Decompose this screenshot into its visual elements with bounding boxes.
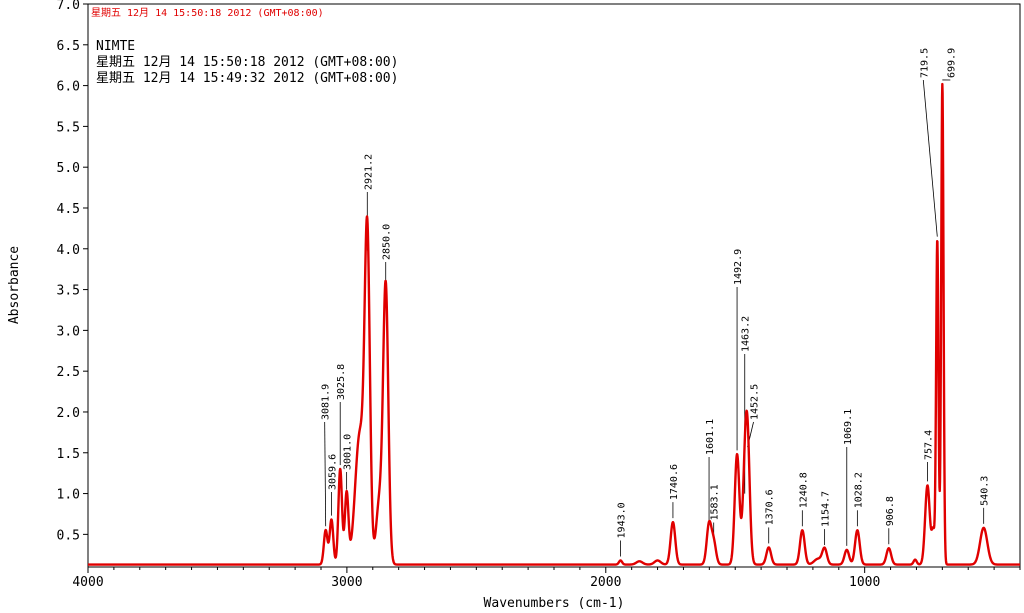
peak-label: 1028.2 (853, 472, 864, 508)
peak-label: 1583.1 (710, 484, 721, 520)
info-line-1: 星期五 12月 14 15:50:18 2012 (GMT+08:00) (96, 55, 398, 70)
peak-label: 3059.6 (327, 454, 338, 490)
y-tick-label: 4.5 (57, 202, 80, 217)
peak-label: 699.9 (946, 48, 957, 78)
peak-label: 1943.0 (617, 502, 628, 538)
peak-label: 2850.0 (382, 224, 393, 260)
peak-label: 719.5 (919, 48, 930, 78)
y-tick-label: 3.5 (57, 284, 80, 299)
peak-label: 906.8 (885, 496, 896, 526)
y-axis-title: Absorbance (7, 246, 22, 324)
y-tick-label: 6.5 (57, 39, 80, 54)
y-tick-label: 4.0 (57, 243, 80, 258)
plot-frame (87, 3, 1021, 568)
info-title: NIMTE (96, 39, 135, 54)
spectrum-line (87, 82, 1021, 566)
info-line-2: 星期五 12月 14 15:49:32 2012 (GMT+08:00) (96, 71, 398, 86)
peak-labels: 3081.9 3059.6 3025.8 3001.0 2921.2 2850.0 1943… (321, 48, 991, 539)
peak-label: 1463.2 (741, 316, 752, 352)
peak-label: 1240.8 (798, 472, 809, 508)
peak-label: 1740.6 (669, 464, 680, 500)
y-tick-label: 6.0 (57, 80, 80, 95)
peak-label: 540.3 (980, 476, 991, 506)
x-tick-label: 3000 (331, 575, 362, 590)
x-axis: 4000 3000 2000 1000 (72, 567, 1021, 590)
peak-label: 3081.9 (321, 384, 332, 420)
header-timestamp: 星期五 12月 14 15:50:18 2012 (GMT+08:00) (91, 7, 324, 19)
x-tick-label: 2000 (590, 575, 621, 590)
peak-label: 1154.7 (821, 491, 832, 527)
y-tick-label: 5.5 (57, 120, 80, 135)
y-axis: 0.5 1.0 1.5 2.0 2.5 3.0 3.5 4.0 4.5 5.0 5.5 6.0 6.5 7… (57, 0, 88, 543)
peak-leader-lines (324, 79, 985, 557)
y-tick-label: 1.5 (57, 447, 80, 462)
y-tick-label: 1.0 (57, 488, 80, 503)
x-tick-label: 1000 (849, 575, 880, 590)
peak-label: 1370.6 (765, 489, 776, 525)
x-tick-label: 4000 (72, 575, 103, 590)
peak-leader (922, 79, 938, 237)
peak-label: 1069.1 (843, 409, 854, 445)
peak-label: 2921.2 (363, 154, 374, 190)
peak-label: 3001.0 (343, 434, 354, 470)
peak-leader (324, 421, 327, 527)
y-tick-label: 2.5 (57, 365, 80, 380)
peak-label: 757.4 (923, 430, 934, 460)
peak-label: 1452.5 (750, 384, 761, 420)
y-tick-label: 7.0 (57, 0, 80, 13)
y-tick-label: 0.5 (57, 528, 80, 543)
peak-label: 1601.1 (705, 419, 716, 455)
peak-label: 1492.9 (733, 249, 744, 285)
x-axis-title: Wavenumbers (cm-1) (484, 596, 625, 611)
y-tick-label: 3.0 (57, 324, 80, 339)
y-tick-label: 2.0 (57, 406, 80, 421)
peak-label: 3025.8 (336, 364, 347, 400)
y-tick-label: 5.0 (57, 161, 80, 176)
